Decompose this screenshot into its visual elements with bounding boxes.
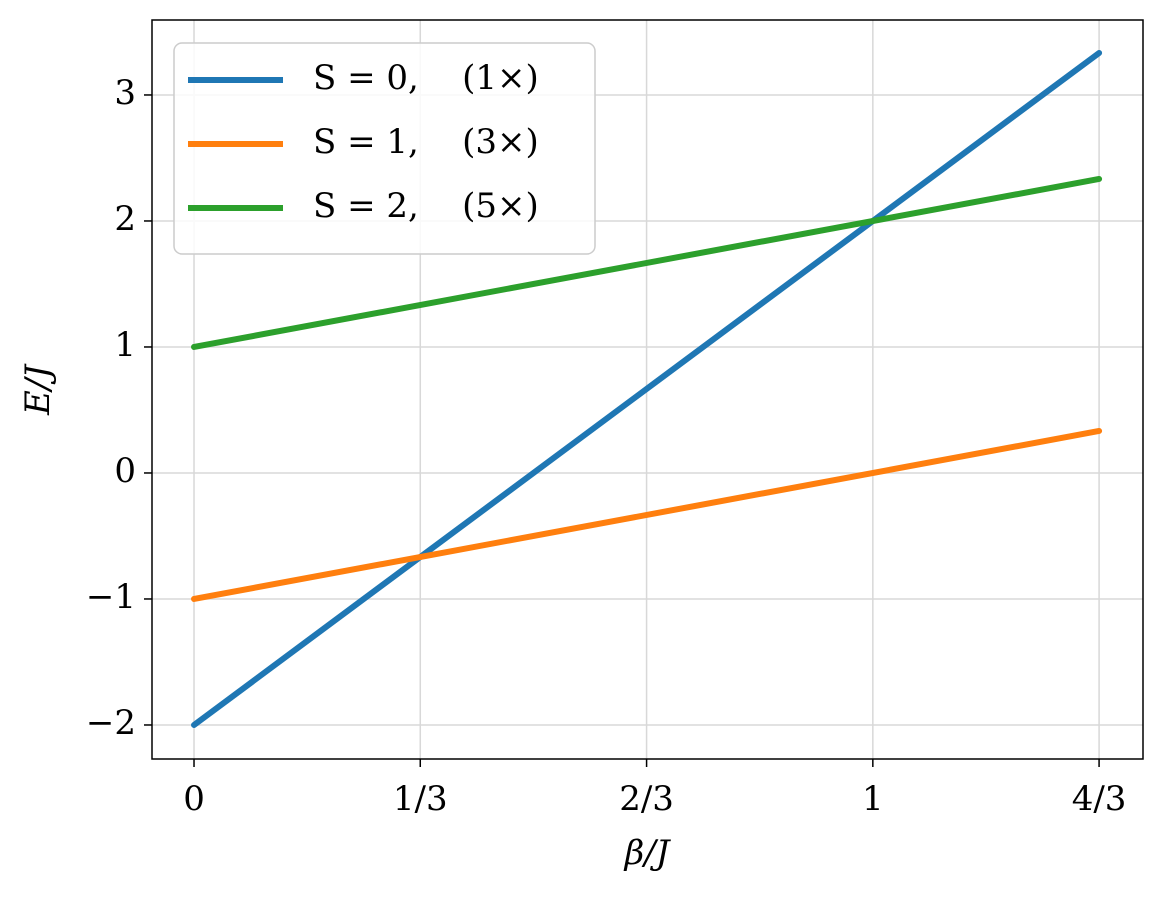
- x-tick-label: 0: [183, 779, 205, 819]
- y-tick-label: 2: [114, 199, 136, 239]
- series-line: [191, 427, 1103, 602]
- plot-frame: [151, 19, 1144, 760]
- y-tick-label: −1: [86, 577, 136, 617]
- series-line: [191, 49, 1103, 728]
- series-line: [191, 175, 1103, 350]
- legend-label: S = 0, (1×): [313, 58, 539, 98]
- y-tick-label: 3: [114, 73, 136, 113]
- legend-label: S = 2, (5×): [313, 186, 539, 226]
- y-tick-label: 0: [114, 451, 136, 491]
- y-tick-label: −2: [86, 703, 136, 743]
- legend-box: [173, 42, 596, 255]
- x-tick-label: 4/3: [1072, 779, 1127, 819]
- legend-label: S = 1, (3×): [313, 122, 539, 162]
- x-tick-label: 1: [862, 779, 884, 819]
- x-tick-label: 2/3: [619, 779, 674, 819]
- x-tick-label: 1/3: [393, 779, 448, 819]
- x-axis-label: β/J: [623, 833, 672, 873]
- legend: S = 0, (1×) S = 1, (3×) S = 2, (5×): [173, 42, 596, 255]
- y-tick-label: 1: [114, 325, 136, 365]
- y-axis-label: E/J: [18, 363, 58, 416]
